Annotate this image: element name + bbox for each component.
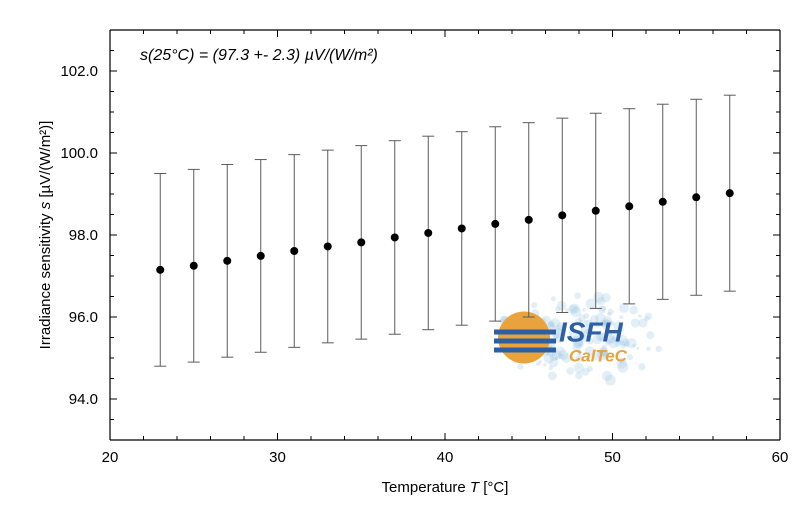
data-point <box>491 220 499 228</box>
data-point <box>424 229 432 237</box>
x-tick-label: 40 <box>437 449 454 466</box>
data-point <box>726 189 734 197</box>
data-point <box>357 238 365 246</box>
data-point <box>190 262 198 270</box>
data-point <box>156 266 164 274</box>
y-tick-label: 96.0 <box>69 309 98 326</box>
x-tick-label: 50 <box>604 449 621 466</box>
y-tick-label: 100.0 <box>60 145 98 162</box>
isfh-logo: ISFHCalTeC <box>494 292 662 386</box>
data-point <box>458 224 466 232</box>
data-point <box>290 247 298 255</box>
data-point <box>223 257 231 265</box>
data-point <box>659 198 667 206</box>
data-point <box>257 252 265 260</box>
data-point <box>558 211 566 219</box>
x-ticks: 20 30 40 50 60 <box>102 30 789 466</box>
data-series <box>154 95 736 366</box>
data-point <box>692 193 700 201</box>
data-point <box>525 216 533 224</box>
logo-text-main: ISFH <box>559 317 624 348</box>
y-tick-label: 102.0 <box>60 63 98 80</box>
x-tick-label: 20 <box>102 449 119 466</box>
data-point <box>324 242 332 250</box>
data-point <box>592 207 600 215</box>
x-tick-label: 60 <box>772 449 789 466</box>
chart-svg: ISFHCalTeC 20 30 40 50 60 94.0 96.0 98.0 100.0 102… <box>0 0 812 518</box>
axis-frame <box>110 30 780 440</box>
sensitivity-vs-temperature-chart: ISFHCalTeC 20 30 40 50 60 94.0 96.0 98.0 100.0 102… <box>0 0 812 518</box>
y-tick-label: 94.0 <box>69 391 98 408</box>
y-axis-label: Irradiance sensitivity s [µV/(W/m²)] <box>37 121 54 350</box>
chart-annotation: s(25°C) = (97.3 +- 2.3) µV/(W/m²) <box>140 47 378 64</box>
y-tick-label: 98.0 <box>69 227 98 244</box>
data-point <box>391 233 399 241</box>
logo-text-sub: CalTeC <box>569 347 628 366</box>
x-tick-label: 30 <box>269 449 286 466</box>
data-point <box>625 202 633 210</box>
y-ticks: 94.0 96.0 98.0 100.0 102.0 <box>60 30 780 440</box>
x-axis-label: Temperature T [°C] <box>382 479 509 496</box>
